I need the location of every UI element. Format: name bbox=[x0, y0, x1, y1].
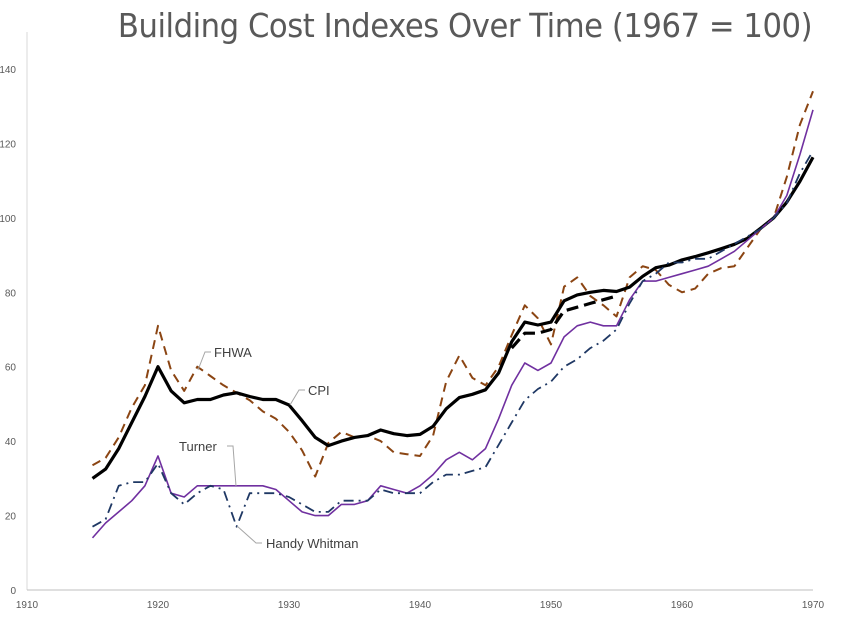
cpi-leader-line bbox=[289, 389, 305, 406]
x-tick-label: 1960 bbox=[671, 600, 694, 611]
series-line-unlabeled-4 bbox=[510, 294, 617, 350]
x-tick-label: 1930 bbox=[278, 600, 301, 611]
y-tick-label: 20 bbox=[5, 512, 17, 523]
y-tick-label: 120 bbox=[0, 139, 16, 150]
handy-whitman-leader-line bbox=[236, 525, 262, 544]
x-tick-label: 1910 bbox=[16, 600, 39, 611]
y-tick-label: 0 bbox=[10, 586, 16, 597]
handy-whitman-label: Handy Whitman bbox=[266, 536, 358, 551]
y-tick-label: 80 bbox=[5, 288, 17, 299]
y-tick-label: 40 bbox=[5, 437, 17, 448]
x-tick-label: 1970 bbox=[802, 600, 825, 611]
y-tick-label: 60 bbox=[5, 363, 17, 374]
fhwa-label: FHWA bbox=[214, 345, 252, 360]
turner-leader-line bbox=[227, 445, 237, 487]
x-tick-label: 1920 bbox=[147, 600, 170, 611]
fhwa-leader-line bbox=[197, 351, 211, 371]
x-tick-label: 1950 bbox=[540, 600, 563, 611]
y-tick-label: 140 bbox=[0, 65, 16, 76]
y-tick-label: 100 bbox=[0, 214, 16, 225]
x-tick-label: 1940 bbox=[409, 600, 432, 611]
turner-label: Turner bbox=[179, 439, 217, 454]
series-line-handy-whitman bbox=[92, 150, 814, 528]
series-line-fhwa bbox=[92, 90, 814, 478]
cpi-label: CPI bbox=[308, 383, 330, 398]
series-line-cpi bbox=[91, 156, 815, 480]
chart-title: Building Cost Indexes Over Time (1967 = … bbox=[117, 6, 813, 45]
